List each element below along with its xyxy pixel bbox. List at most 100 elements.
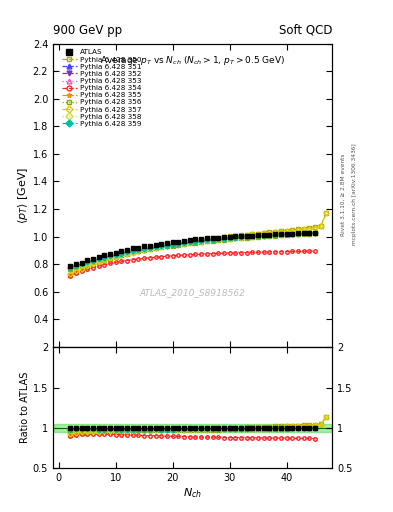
Line: Pythia 6.428 358: Pythia 6.428 358 <box>68 231 317 270</box>
Pythia 6.428 352 <box>119 250 124 257</box>
Pythia 6.428 358 <box>142 247 147 253</box>
Pythia 6.428 359 <box>267 232 272 238</box>
Pythia 6.428 359 <box>79 261 84 267</box>
X-axis label: $N_{ch}$: $N_{ch}$ <box>183 486 202 500</box>
Legend: ATLAS, Pythia 6.428 350, Pythia 6.428 351, Pythia 6.428 352, Pythia 6.428 353, P: ATLAS, Pythia 6.428 350, Pythia 6.428 35… <box>59 47 145 130</box>
Pythia 6.428 352 <box>227 235 232 241</box>
Pythia 6.428 356 <box>267 233 272 239</box>
Pythia 6.428 358 <box>256 233 261 240</box>
Pythia 6.428 359 <box>256 233 261 239</box>
Pythia 6.428 357 <box>102 257 107 263</box>
Pythia 6.428 352 <box>284 231 289 237</box>
Pythia 6.428 354 <box>279 249 283 255</box>
Pythia 6.428 358 <box>73 263 78 269</box>
Pythia 6.428 350 <box>170 241 175 247</box>
Pythia 6.428 355 <box>210 237 215 243</box>
Pythia 6.428 359 <box>85 259 90 265</box>
Pythia 6.428 352 <box>187 240 192 246</box>
Pythia 6.428 359 <box>147 245 152 251</box>
Pythia 6.428 355 <box>233 234 238 241</box>
Pythia 6.428 357 <box>68 271 72 277</box>
Pythia 6.428 356 <box>313 230 318 236</box>
Pythia 6.428 356 <box>90 259 95 265</box>
Pythia 6.428 354 <box>301 248 306 254</box>
Pythia 6.428 358 <box>244 234 249 240</box>
Pythia 6.428 353 <box>159 243 163 249</box>
Pythia 6.428 357 <box>204 237 209 243</box>
Pythia 6.428 357 <box>159 243 163 249</box>
Pythia 6.428 351 <box>244 234 249 240</box>
Pythia 6.428 351 <box>187 240 192 246</box>
Pythia 6.428 358 <box>68 265 72 271</box>
Pythia 6.428 355 <box>290 231 295 237</box>
Pythia 6.428 355 <box>130 248 135 254</box>
Pythia 6.428 357 <box>216 235 220 241</box>
Pythia 6.428 355 <box>296 230 300 237</box>
Pythia 6.428 357 <box>227 234 232 240</box>
Pythia 6.428 355 <box>227 235 232 241</box>
Pythia 6.428 353 <box>313 229 318 236</box>
Pythia 6.428 359 <box>102 254 107 261</box>
Pythia 6.428 356 <box>147 246 152 252</box>
Pythia 6.428 354 <box>273 249 277 255</box>
Line: Pythia 6.428 350: Pythia 6.428 350 <box>68 211 328 277</box>
Pythia 6.428 351 <box>176 241 181 247</box>
Pythia 6.428 356 <box>250 234 255 240</box>
Line: Pythia 6.428 356: Pythia 6.428 356 <box>68 231 317 271</box>
Pythia 6.428 354 <box>290 248 295 254</box>
Text: Rivet 3.1.10, ≥ 2.8M events: Rivet 3.1.10, ≥ 2.8M events <box>341 153 346 236</box>
Pythia 6.428 353 <box>227 235 232 241</box>
Pythia 6.428 353 <box>279 231 283 238</box>
Pythia 6.428 353 <box>296 230 300 237</box>
Pythia 6.428 350 <box>176 240 181 246</box>
Pythia 6.428 356 <box>125 250 129 257</box>
Line: Pythia 6.428 351: Pythia 6.428 351 <box>68 231 317 269</box>
Pythia 6.428 353 <box>244 234 249 240</box>
Pythia 6.428 355 <box>239 234 243 240</box>
Bar <box>53 424 332 432</box>
Pythia 6.428 356 <box>284 232 289 238</box>
Pythia 6.428 359 <box>187 240 192 246</box>
Pythia 6.428 357 <box>256 231 261 237</box>
Pythia 6.428 353 <box>147 245 152 251</box>
Pythia 6.428 357 <box>147 246 152 252</box>
Pythia 6.428 352 <box>244 234 249 240</box>
Pythia 6.428 356 <box>176 242 181 248</box>
Pythia 6.428 359 <box>227 235 232 241</box>
Pythia 6.428 356 <box>296 231 300 237</box>
Pythia 6.428 356 <box>199 239 204 245</box>
Pythia 6.428 356 <box>73 264 78 270</box>
Pythia 6.428 358 <box>136 248 141 254</box>
Pythia 6.428 354 <box>176 252 181 259</box>
Pythia 6.428 356 <box>290 231 295 238</box>
Pythia 6.428 356 <box>187 240 192 246</box>
Pythia 6.428 359 <box>165 243 169 249</box>
Pythia 6.428 352 <box>216 237 220 243</box>
Pythia 6.428 355 <box>96 256 101 262</box>
Pythia 6.428 355 <box>313 229 318 236</box>
Pythia 6.428 356 <box>142 247 147 253</box>
Pythia 6.428 357 <box>130 249 135 255</box>
Pythia 6.428 356 <box>119 251 124 258</box>
Pythia 6.428 353 <box>73 263 78 269</box>
Pythia 6.428 359 <box>313 229 318 236</box>
Pythia 6.428 354 <box>216 250 220 257</box>
Pythia 6.428 350 <box>113 254 118 260</box>
Pythia 6.428 351 <box>159 243 163 249</box>
Pythia 6.428 353 <box>165 243 169 249</box>
Pythia 6.428 359 <box>142 246 147 252</box>
Line: Pythia 6.428 352: Pythia 6.428 352 <box>68 231 317 269</box>
Pythia 6.428 359 <box>108 253 112 259</box>
Pythia 6.428 358 <box>250 234 255 240</box>
Pythia 6.428 352 <box>176 241 181 247</box>
Pythia 6.428 353 <box>187 240 192 246</box>
Pythia 6.428 352 <box>204 238 209 244</box>
Pythia 6.428 350 <box>233 233 238 239</box>
Pythia 6.428 357 <box>199 237 204 243</box>
Pythia 6.428 352 <box>261 232 266 239</box>
Pythia 6.428 355 <box>244 234 249 240</box>
Pythia 6.428 356 <box>130 249 135 255</box>
Pythia 6.428 359 <box>204 238 209 244</box>
Pythia 6.428 353 <box>267 232 272 238</box>
Pythia 6.428 354 <box>182 252 186 258</box>
